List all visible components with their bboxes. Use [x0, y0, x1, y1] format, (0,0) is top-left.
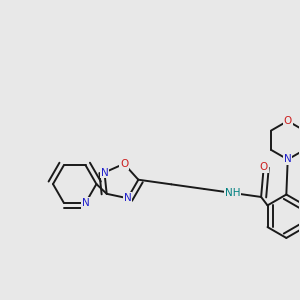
Text: N: N	[100, 167, 108, 178]
Text: N: N	[82, 198, 89, 208]
Text: NH: NH	[225, 188, 240, 198]
Text: O: O	[284, 116, 292, 126]
Text: O: O	[120, 159, 128, 169]
Text: N: N	[284, 154, 292, 164]
Text: O: O	[260, 162, 268, 172]
Text: N: N	[124, 193, 131, 203]
